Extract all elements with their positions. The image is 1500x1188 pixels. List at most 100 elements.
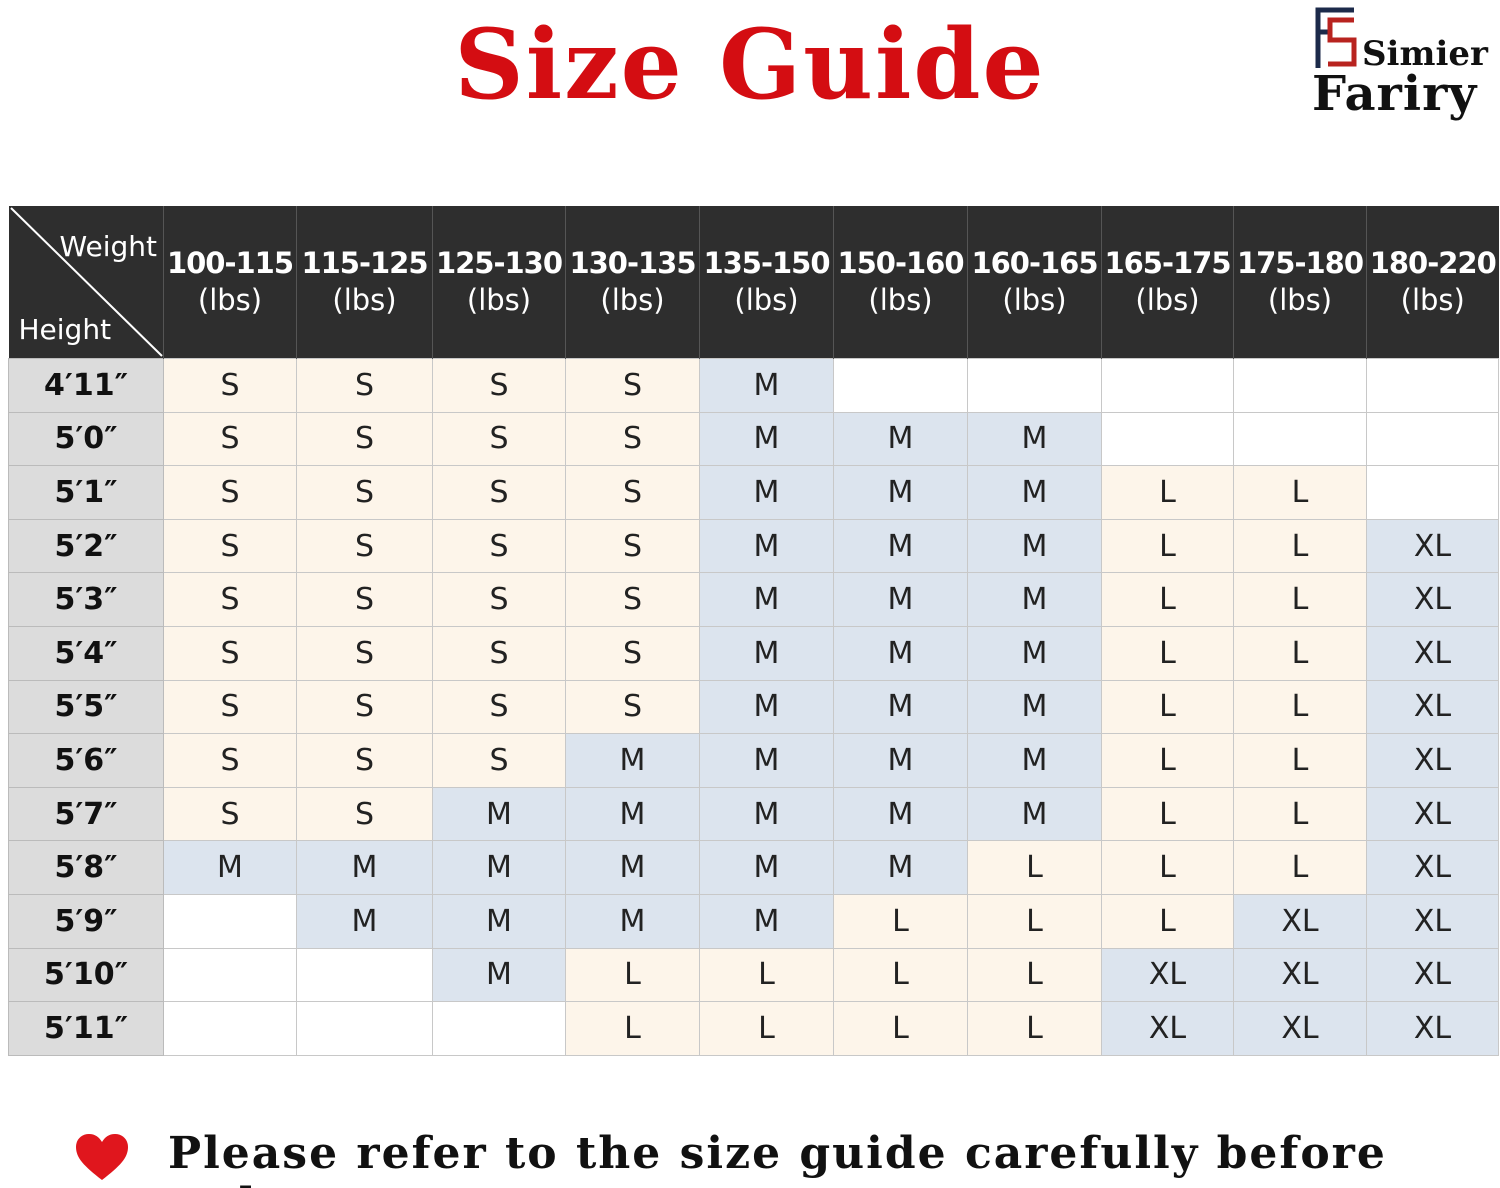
- size-cell: [1366, 465, 1499, 520]
- size-cell: M: [833, 733, 968, 788]
- size-cell: S: [296, 679, 433, 735]
- size-cell: M: [833, 411, 968, 467]
- size-cell: XL: [1366, 840, 1499, 895]
- height-cell: 5′8″: [8, 840, 164, 895]
- size-cell: L: [1233, 572, 1367, 627]
- size-cell: M: [565, 786, 700, 842]
- size-cell: S: [163, 625, 297, 681]
- size-cell: M: [432, 893, 566, 949]
- weight-range: 135-150: [703, 246, 830, 280]
- table-row: 5′10″ M L L L L XL XL XL: [8, 947, 1499, 1003]
- size-cell: S: [163, 572, 297, 627]
- size-cell: [432, 1001, 566, 1056]
- size-cell: S: [565, 679, 700, 735]
- size-cell: S: [296, 786, 433, 842]
- table-row: 5′9″ M M M M L L L XL XL: [8, 893, 1499, 949]
- size-cell: S: [565, 411, 700, 467]
- weight-range: 165-175: [1104, 246, 1231, 280]
- size-cell: M: [833, 786, 968, 842]
- weight-unit: (lbs): [466, 283, 532, 317]
- weight-range: 175-180: [1236, 246, 1364, 280]
- size-cell: S: [296, 572, 433, 627]
- size-cell: XL: [1101, 947, 1234, 1003]
- size-cell: XL: [1366, 1001, 1499, 1056]
- size-cell: L: [1101, 625, 1234, 681]
- height-cell: 5′1″: [8, 465, 164, 520]
- weight-unit: (lbs): [332, 283, 397, 317]
- size-cell: M: [699, 786, 834, 842]
- weight-column-header: 125-130 (lbs): [432, 206, 566, 359]
- weight-range: 130-135: [569, 246, 696, 280]
- height-cell: 5′5″: [8, 679, 164, 735]
- weight-column-header: 160-165 (lbs): [967, 206, 1102, 359]
- diagonal-divider: [9, 207, 163, 357]
- size-cell: M: [833, 572, 968, 627]
- size-cell: M: [565, 893, 700, 949]
- size-cell: L: [967, 840, 1102, 895]
- size-cell: S: [432, 358, 566, 413]
- size-cell: S: [163, 518, 297, 574]
- table-row: 5′11″ L L L L XL XL XL: [8, 1001, 1499, 1056]
- size-cell: S: [296, 733, 433, 788]
- size-cell: M: [833, 625, 968, 681]
- size-cell: S: [432, 679, 566, 735]
- weight-column-header: 180-220 (lbs): [1366, 206, 1499, 359]
- size-cell: M: [432, 947, 566, 1003]
- size-cell: XL: [1233, 1001, 1367, 1056]
- size-cell: M: [967, 786, 1102, 842]
- size-cell: XL: [1366, 733, 1499, 788]
- size-cell: S: [296, 411, 433, 467]
- height-cell: 5′4″: [8, 625, 164, 681]
- height-cell: 5′3″: [8, 572, 164, 627]
- size-cell: XL: [1101, 1001, 1234, 1056]
- size-cell: M: [699, 572, 834, 627]
- size-cell: L: [1233, 679, 1367, 735]
- size-cell: M: [699, 411, 834, 467]
- size-cell: L: [1233, 840, 1367, 895]
- height-cell: 5′9″: [8, 893, 164, 949]
- height-cell: 5′10″: [8, 947, 164, 1003]
- table-row: 5′8″ M M M M M M L L L XL: [8, 840, 1499, 895]
- size-cell: L: [833, 893, 968, 949]
- table-row: 5′3″ S S S S M M M L L XL: [8, 572, 1499, 627]
- size-cell: M: [833, 518, 968, 574]
- size-cell: L: [967, 893, 1102, 949]
- size-cell: XL: [1366, 947, 1499, 1003]
- size-cell: XL: [1366, 786, 1499, 842]
- weight-range: 125-130: [435, 246, 563, 280]
- size-cell: S: [565, 572, 700, 627]
- size-cell: M: [967, 411, 1102, 467]
- size-cell: L: [1101, 733, 1234, 788]
- size-cell: S: [432, 572, 566, 627]
- weight-unit: (lbs): [1267, 283, 1333, 317]
- weight-range: 150-160: [837, 246, 964, 280]
- height-cell: 5′7″: [8, 786, 164, 842]
- logo-word-1: Simier: [1362, 34, 1488, 74]
- weight-label: Weight: [59, 230, 157, 263]
- table-row: 5′7″ S S M M M M M L L XL: [8, 786, 1499, 842]
- size-cell: M: [699, 518, 834, 574]
- size-cell: S: [565, 625, 700, 681]
- height-cell: 5′11″: [8, 1001, 164, 1056]
- weight-column-header: 135-150 (lbs): [699, 206, 834, 359]
- corner-header: Weight Height: [8, 206, 164, 359]
- size-cell: S: [296, 625, 433, 681]
- size-cell: L: [1101, 786, 1234, 842]
- table-row: 5′5″ S S S S M M M L L XL: [8, 679, 1499, 735]
- size-cell: L: [1101, 518, 1234, 574]
- weight-column-header: 175-180 (lbs): [1233, 206, 1367, 359]
- size-cell: M: [967, 679, 1102, 735]
- size-cell: M: [699, 625, 834, 681]
- size-cell: S: [565, 465, 700, 520]
- height-label: Height: [18, 313, 112, 346]
- size-cell: [967, 358, 1102, 413]
- size-table: Weight Height 100-115 (lbs) 115-125 (lbs) 12…: [8, 206, 1499, 1056]
- table-row: 5′2″ S S S S M M M L L XL: [8, 518, 1499, 574]
- table-row: 5′0″ S S S S M M M: [8, 411, 1499, 467]
- page-title: Size Guide: [454, 8, 1046, 121]
- size-cell: M: [296, 840, 433, 895]
- size-cell: L: [1101, 572, 1234, 627]
- weight-unit: (lbs): [600, 283, 665, 317]
- size-cell: [1366, 411, 1499, 467]
- weight-column-header: 130-135 (lbs): [565, 206, 700, 359]
